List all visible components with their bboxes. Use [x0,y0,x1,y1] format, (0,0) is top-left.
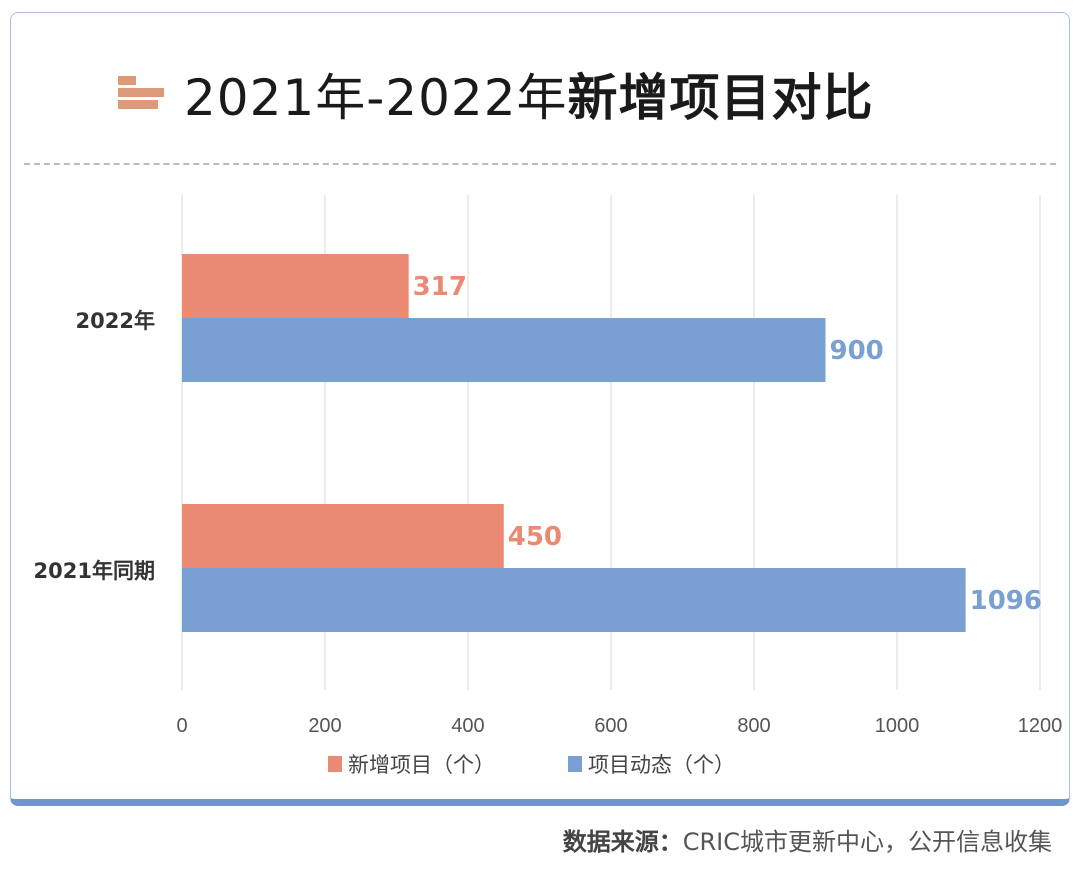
bar [182,318,826,382]
bar [182,504,504,568]
x-tick-label: 1200 [1018,715,1063,737]
data-label: 1096 [970,586,1042,616]
legend-swatch [328,756,342,772]
data-label: 317 [413,272,467,302]
legend-label: 新增项目（个） [348,753,495,777]
chart-card [10,12,1070,806]
category-label: 2022年 [76,309,155,333]
x-tick-label: 800 [737,715,770,737]
source-note: 数据来源：CRIC城市更新中心，公开信息收集 [562,828,1052,856]
chart-title: 2021年-2022年新增项目对比 [118,62,874,127]
data-label: 900 [830,336,884,366]
title-bold: 新增项目对比 [567,69,874,127]
legend-label: 项目动态（个） [588,753,735,777]
x-tick-label: 600 [594,715,627,737]
bar [182,568,966,632]
x-tick-label: 1000 [875,715,920,737]
x-tick-label: 0 [176,715,187,737]
title-bars-icon [118,76,164,112]
legend-swatch [568,756,582,772]
divider [24,163,1056,165]
x-tick-label: 400 [451,715,484,737]
category-label: 2021年同期 [34,559,155,583]
x-tick-label: 200 [308,715,341,737]
bar [182,254,409,318]
title-prefix: 2021年-2022年 [184,69,568,127]
data-label: 450 [508,522,562,552]
